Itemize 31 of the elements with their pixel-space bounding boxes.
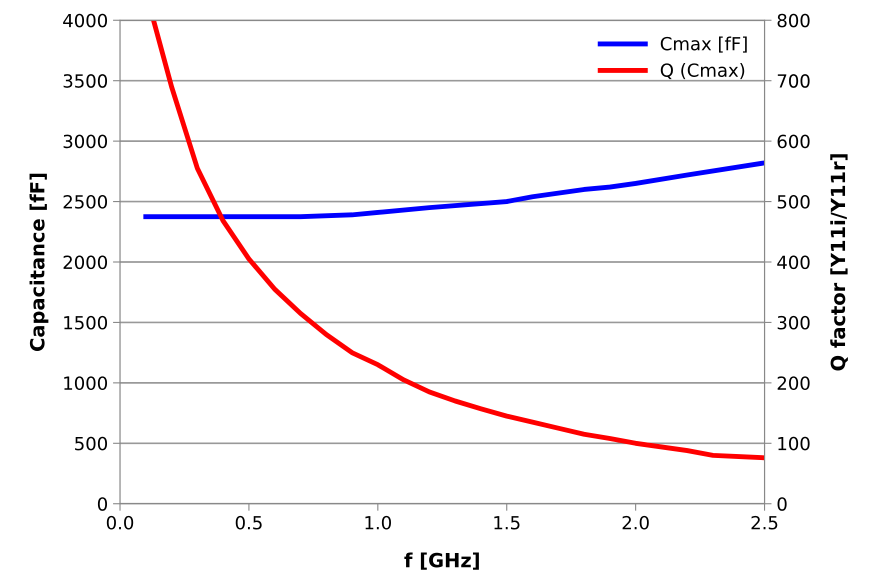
line-series — [151, 20, 765, 460]
x-tick-label: 0.5 — [236, 516, 262, 530]
y2-tick-label: 0 — [778, 497, 787, 511]
y-axis-title: Capacitance [fF] — [30, 174, 48, 351]
y-tick-label: 500 — [75, 436, 108, 450]
y2-tick-label: 700 — [778, 74, 810, 88]
y-tick-label: 1500 — [64, 316, 108, 330]
x-tick-label: 2.5 — [752, 516, 778, 530]
y-tick-label: 0 — [98, 497, 108, 511]
y2-tick-label: 600 — [778, 134, 810, 148]
legend-label: Q (Cmax) — [660, 63, 744, 80]
line-series — [143, 160, 765, 220]
x-tick-label: 1.0 — [365, 516, 391, 530]
y-tick-label: 3500 — [64, 74, 108, 88]
y2-tick-label: 800 — [778, 14, 810, 28]
y-tick-label: 1000 — [64, 376, 108, 390]
y2-tick-label: 400 — [777, 255, 810, 270]
y2-tick-label: 200 — [778, 376, 810, 390]
y-tick-label: 2500 — [64, 195, 108, 209]
x-axis-title: f [GHz] — [404, 552, 479, 570]
x-tick-label: 1.5 — [494, 516, 520, 530]
y2-tick-label: 500 — [778, 195, 810, 209]
x-tick-label: 0.0 — [106, 516, 134, 530]
y2-tick-label: 100 — [778, 436, 810, 450]
y2-axis-title: Q factor [Y11i/Y11r] — [830, 154, 848, 370]
y-tick-label: 2000 — [64, 255, 108, 270]
y-tick-label: 4000 — [63, 14, 108, 28]
y2-tick-label: 300 — [778, 316, 810, 330]
y-tick-label: 3000 — [64, 134, 108, 148]
legend-label: Cmax [fF] — [660, 36, 747, 53]
x-tick-label: 2.0 — [622, 516, 649, 530]
